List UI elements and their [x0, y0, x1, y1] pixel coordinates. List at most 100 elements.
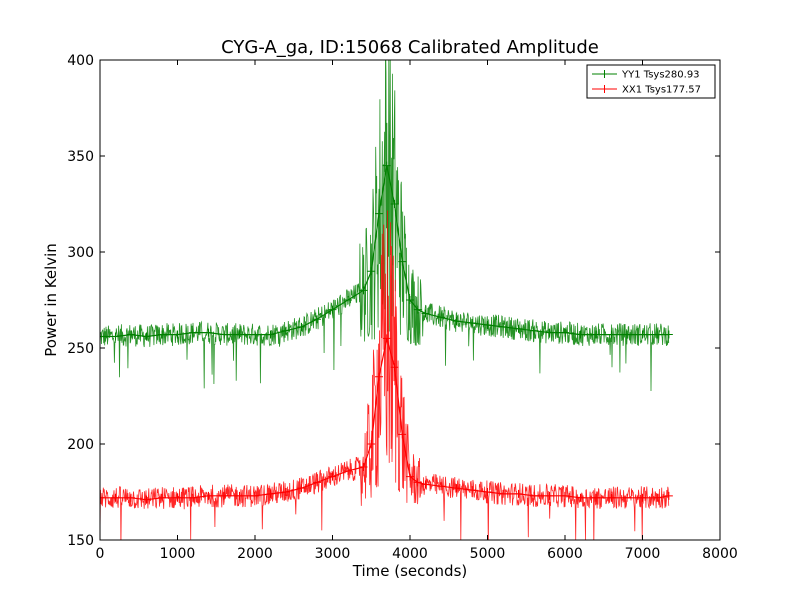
data-point	[654, 330, 662, 339]
series-1	[100, 60, 673, 392]
data-point	[654, 493, 662, 502]
data-point	[452, 317, 461, 326]
data-point	[375, 209, 383, 218]
data-point	[328, 472, 337, 481]
data-point	[235, 491, 244, 500]
data-point	[545, 491, 554, 500]
data-point	[576, 330, 585, 339]
data-point	[561, 491, 569, 500]
data-point	[297, 484, 306, 493]
legend-label: XX1 Tsys177.57	[622, 85, 701, 96]
data-point	[111, 493, 120, 502]
data-point	[111, 332, 120, 341]
data-point	[367, 267, 376, 276]
data-point	[421, 309, 430, 318]
data-point	[576, 493, 585, 502]
legend-box	[586, 64, 716, 99]
x-tick-label: 4000	[392, 546, 428, 562]
data-point	[499, 322, 507, 331]
legend: YY1 Tsys280.93 XX1 Tsys177.57	[586, 64, 716, 99]
data-point	[158, 493, 166, 502]
data-point	[514, 324, 523, 333]
data-point	[483, 320, 492, 329]
legend-label: YY1 Tsys280.93	[621, 70, 700, 81]
data-point	[142, 495, 151, 504]
data-point	[468, 319, 476, 328]
data-point	[127, 330, 135, 339]
data-point	[437, 313, 445, 322]
axis-ticks: 0 1000 2000 3000 4000 5000 6000 7000 8000 150 200 2…	[67, 53, 738, 562]
data-point	[382, 334, 391, 343]
data-point	[382, 161, 391, 170]
data-point	[282, 326, 290, 335]
data-point	[452, 484, 461, 493]
x-tick-label: 0	[96, 546, 105, 562]
data-point	[127, 493, 135, 502]
data-point	[413, 478, 422, 487]
data-point	[421, 480, 430, 489]
y-tick-label: 350	[67, 149, 94, 165]
data-point	[297, 322, 306, 331]
data-point	[561, 328, 569, 337]
data-point	[189, 493, 197, 502]
x-tick-label: 3000	[315, 546, 351, 562]
data-point	[235, 330, 244, 339]
data-point	[189, 328, 197, 337]
data-point	[638, 493, 647, 502]
series-2	[100, 210, 673, 540]
data-point	[499, 489, 507, 498]
data-point	[390, 363, 399, 372]
data-point	[607, 330, 616, 339]
data-point	[328, 305, 337, 314]
data-point	[530, 326, 538, 335]
data-point	[282, 488, 290, 496]
y-axis-label: Power in Kelvin	[42, 243, 60, 357]
data-point	[100, 332, 104, 341]
y-tick-label: 200	[67, 437, 94, 453]
data-point	[623, 493, 631, 502]
data-point	[204, 328, 213, 337]
x-tick-label: 1000	[160, 546, 196, 562]
data-point	[220, 491, 228, 500]
data-point	[266, 330, 275, 339]
data-point	[592, 493, 600, 502]
data-point	[359, 286, 368, 295]
data-point	[623, 330, 631, 339]
series-2-texture	[100, 210, 670, 540]
data-point	[220, 330, 228, 339]
data-point	[664, 330, 673, 339]
data-point	[251, 491, 259, 500]
x-tick-label: 2000	[237, 546, 273, 562]
data-point	[158, 330, 166, 339]
x-axis-label: Time (seconds)	[352, 562, 468, 580]
data-point	[251, 330, 259, 339]
data-point	[266, 489, 275, 498]
data-point	[100, 493, 104, 502]
data-point	[530, 491, 538, 500]
data-point	[664, 491, 673, 500]
x-tick-label: 6000	[547, 546, 583, 562]
data-point	[359, 463, 368, 472]
data-point	[406, 472, 414, 481]
data-point	[173, 330, 182, 339]
data-point	[607, 493, 616, 502]
legend-marker	[600, 70, 609, 78]
y-tick-label: 300	[67, 245, 94, 261]
x-tick-label: 7000	[625, 546, 661, 562]
data-point	[638, 330, 647, 339]
data-point	[592, 330, 600, 339]
data-point	[375, 372, 383, 381]
data-point	[313, 478, 321, 487]
data-point	[483, 488, 492, 496]
x-tick-label: 8000	[702, 546, 738, 562]
data-point	[344, 296, 352, 304]
data-point	[173, 493, 182, 502]
data-point	[406, 296, 414, 304]
chart-title: CYG-A_ga, ID:15068 Calibrated Amplitude	[221, 37, 599, 58]
data-point	[468, 486, 476, 495]
y-tick-label: 150	[67, 533, 94, 549]
data-point	[514, 489, 523, 498]
plot-area	[100, 60, 673, 540]
data-point	[398, 430, 407, 439]
